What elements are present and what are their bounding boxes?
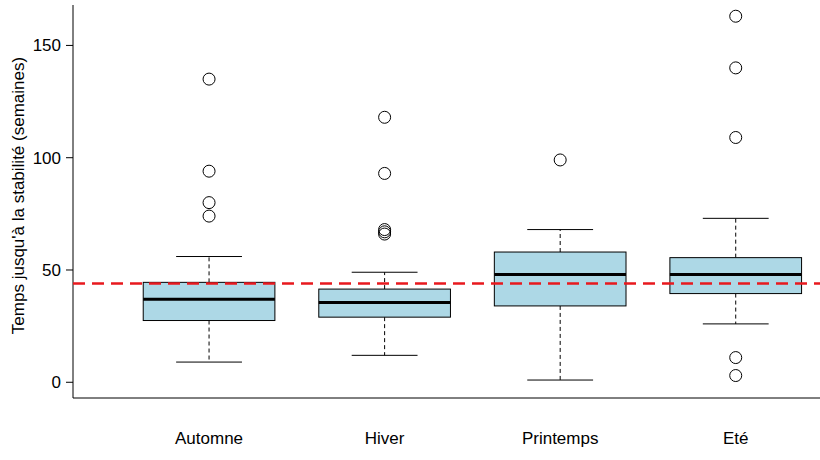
y-axis [73, 5, 74, 398]
outlier [203, 73, 215, 85]
whisker-low [735, 294, 736, 324]
y-tick [66, 45, 73, 46]
cap-low [352, 355, 418, 356]
whisker-low [560, 306, 561, 380]
outlier [730, 370, 742, 382]
y-tick-label: 100 [33, 149, 61, 168]
x-tick-label: Eté [723, 429, 749, 448]
cap-low [176, 362, 242, 363]
outlier [203, 165, 215, 177]
median [143, 298, 275, 301]
cap-low [703, 323, 769, 324]
outlier [730, 352, 742, 364]
outlier [730, 131, 742, 143]
y-tick [66, 157, 73, 158]
whisker-high [735, 218, 736, 257]
outlier [379, 228, 391, 240]
outlier [203, 197, 215, 209]
whisker-high [560, 230, 561, 252]
cap-low [527, 380, 593, 381]
outlier [379, 167, 391, 179]
cap-high [527, 229, 593, 230]
outlier [379, 111, 391, 123]
box [670, 258, 802, 294]
whisker-low [384, 317, 385, 355]
box [319, 289, 451, 317]
y-tick [66, 269, 73, 270]
box [143, 282, 275, 320]
median [494, 273, 626, 276]
box [494, 252, 626, 306]
chart: 0 50 100 150 Temps jusqu'à la stabilité (sem… [0, 0, 820, 460]
x-tick-label: Automne [175, 429, 243, 448]
y-tick-label: 50 [42, 261, 61, 280]
x-axis [73, 398, 820, 399]
cap-high [176, 256, 242, 257]
cap-high [703, 218, 769, 219]
cap-high [352, 272, 418, 273]
plot-marks [73, 10, 820, 381]
outlier [730, 62, 742, 74]
outlier [203, 210, 215, 222]
median [319, 301, 451, 304]
x-tick-label: Hiver [365, 429, 405, 448]
x-tick-label: Printemps [522, 429, 599, 448]
y-tick-label: 0 [52, 373, 61, 392]
whisker-high [384, 272, 385, 289]
outlier [554, 154, 566, 166]
outlier [730, 10, 742, 22]
whisker-low [209, 321, 210, 363]
y-tick-label: 150 [33, 36, 61, 55]
whisker-high [209, 257, 210, 283]
median [670, 273, 802, 276]
y-axis-label: Temps jusqu'à la stabilité (semaines) [9, 57, 28, 334]
y-tick [66, 382, 73, 383]
reference-line [73, 282, 820, 285]
